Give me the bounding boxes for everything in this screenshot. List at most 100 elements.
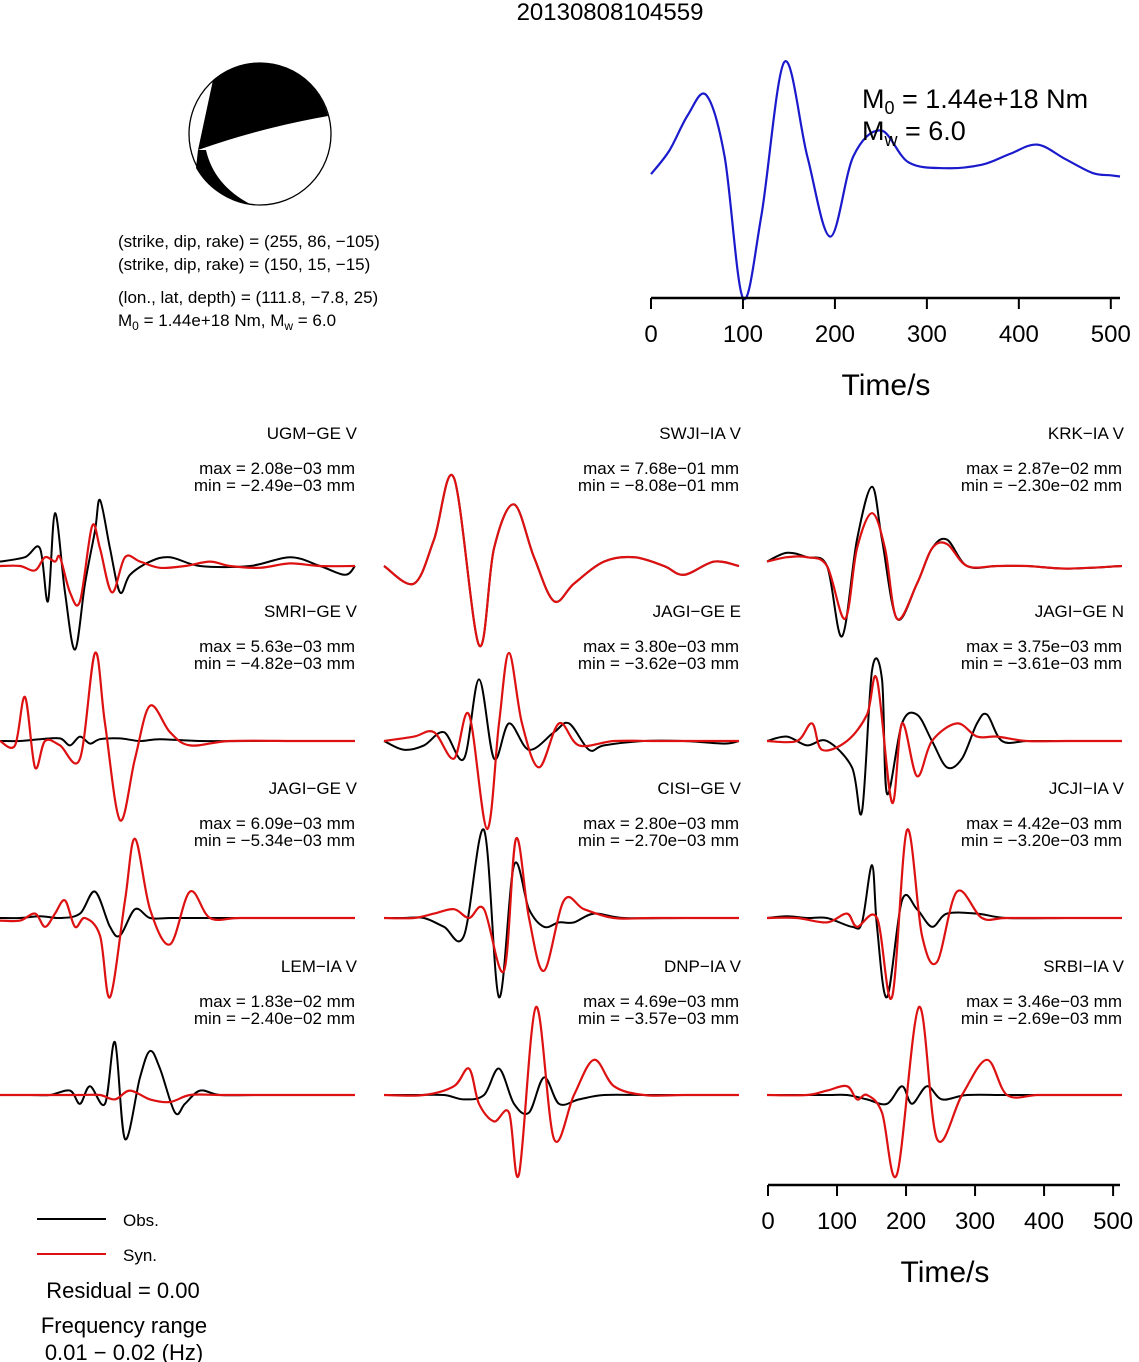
station-label: KRK−IA V (1048, 424, 1125, 443)
station-label: SRBI−IA V (1043, 957, 1124, 976)
synthetic-trace (766, 512, 1123, 621)
max-label: max = 4.42e−03 mm (966, 814, 1122, 833)
location-line: (lon., lat, depth) = (111.8, −7.8, 25) (118, 288, 378, 307)
synthetic-trace (0, 523, 356, 607)
observed-trace (766, 864, 1122, 999)
stf-tick-label: 400 (999, 321, 1039, 348)
waveform-tick-label: 200 (886, 1208, 926, 1235)
synthetic-trace (0, 837, 355, 999)
stf-xlabel: Time/s (842, 369, 931, 402)
station-label: DNP−IA V (664, 957, 742, 976)
station-label: SMRI−GE V (264, 602, 358, 621)
focal-line-2: (strike, dip, rake) = (150, 15, −15) (118, 255, 370, 274)
station-label: JCJI−IA V (1049, 779, 1125, 798)
stf-tick-label: 100 (723, 321, 763, 348)
observed-trace (0, 1041, 355, 1141)
observed-trace (0, 498, 356, 651)
observed-trace (766, 657, 1122, 816)
legend: Obs. Syn. Residual = 0.00 Frequency rang… (37, 1211, 207, 1362)
stf-mw-label: Mw = 6.0 (862, 116, 966, 150)
synthetic-trace (0, 651, 355, 822)
stf-m0-label: M0 = 1.44e+18 Nm (862, 84, 1088, 118)
min-label: min = −3.20e−03 mm (961, 831, 1122, 850)
source-time-function-plot: 0 100 200 300 400 500 Time/s M0 = 1.44e+18 Nm… (644, 60, 1131, 402)
synthetic-trace (383, 1005, 739, 1179)
stf-series-line (650, 60, 1121, 301)
waveform-tick-label: 300 (955, 1208, 995, 1235)
min-label: min = −2.69e−03 mm (961, 1009, 1122, 1028)
residual-text: Residual = 0.00 (46, 1278, 200, 1303)
max-label: max = 2.87e−02 mm (966, 459, 1122, 478)
min-label: min = −2.30e−02 mm (961, 476, 1122, 495)
stf-tick-label: 500 (1091, 321, 1131, 348)
station-label: CISI−GE V (657, 779, 741, 798)
station-label: JAGI−GE N (1035, 602, 1124, 621)
synthetic-trace (383, 651, 739, 831)
station-label: JAGI−GE V (269, 779, 358, 798)
observed-trace (383, 678, 740, 762)
max-label: max = 7.68e−01 mm (583, 459, 739, 478)
legend-obs-label: Obs. (123, 1211, 159, 1230)
min-label: min = −2.40e−02 mm (194, 1009, 355, 1028)
figure-title: 20130808104559 (517, 0, 704, 26)
stf-tick-label: 200 (815, 321, 855, 348)
min-label: min = −4.82e−03 mm (194, 654, 355, 673)
synthetic-trace (383, 473, 740, 648)
min-label: min = −3.61e−03 mm (961, 654, 1122, 673)
max-label: max = 2.08e−03 mm (199, 459, 355, 478)
max-label: max = 2.80e−03 mm (583, 814, 739, 833)
station-label: UGM−GE V (267, 424, 358, 443)
synthetic-trace (766, 828, 1122, 1001)
min-label: min = −3.57e−03 mm (578, 1009, 739, 1028)
station-label: JAGI−GE E (653, 602, 741, 621)
stf-tick-label: 300 (907, 321, 947, 348)
synthetic-trace (383, 837, 739, 974)
min-label: min = −3.62e−03 mm (578, 654, 739, 673)
waveform-tick-label: 500 (1093, 1208, 1133, 1235)
min-label: min = −8.08e−01 mm (578, 476, 739, 495)
synthetic-trace (766, 675, 1122, 804)
waveform-tick-label: 0 (761, 1208, 774, 1235)
min-label: min = −2.70e−03 mm (578, 831, 739, 850)
waveform-x-axis: 0 100 200 300 400 500 (761, 1183, 1133, 1235)
min-label: min = −2.49e−03 mm (194, 476, 355, 495)
max-label: max = 6.09e−03 mm (199, 814, 355, 833)
max-label: max = 3.75e−03 mm (966, 637, 1122, 656)
max-label: max = 3.46e−03 mm (966, 992, 1122, 1011)
frequency-range-title: Frequency range (41, 1313, 207, 1338)
synthetic-trace (0, 1089, 355, 1104)
observed-trace (383, 1067, 739, 1116)
waveform-tick-label: 400 (1024, 1208, 1064, 1235)
legend-syn-label: Syn. (123, 1246, 157, 1265)
min-label: min = −5.34e−03 mm (194, 831, 355, 850)
stf-x-axis: 0 100 200 300 400 500 (644, 296, 1131, 348)
waveform-tick-label: 100 (817, 1208, 857, 1235)
max-label: max = 3.80e−03 mm (583, 637, 739, 656)
max-label: max = 5.63e−03 mm (199, 637, 355, 656)
beachball-icon (188, 62, 332, 206)
max-label: max = 4.69e−03 mm (583, 992, 739, 1011)
max-label: max = 1.83e−02 mm (199, 992, 355, 1011)
station-label: SWJI−IA V (659, 424, 741, 443)
synthetic-trace (766, 1005, 1122, 1179)
station-label: LEM−IA V (281, 957, 358, 976)
waveform-xlabel: Time/s (901, 1256, 990, 1289)
stf-tick-label: 0 (644, 321, 657, 348)
focal-line-1: (strike, dip, rake) = (255, 86, −105) (118, 232, 380, 251)
frequency-range-value: 0.01 − 0.02 (Hz) (45, 1340, 203, 1362)
moment-line: M0 = 1.44e+18 Nm, Mw = 6.0 (118, 311, 336, 333)
